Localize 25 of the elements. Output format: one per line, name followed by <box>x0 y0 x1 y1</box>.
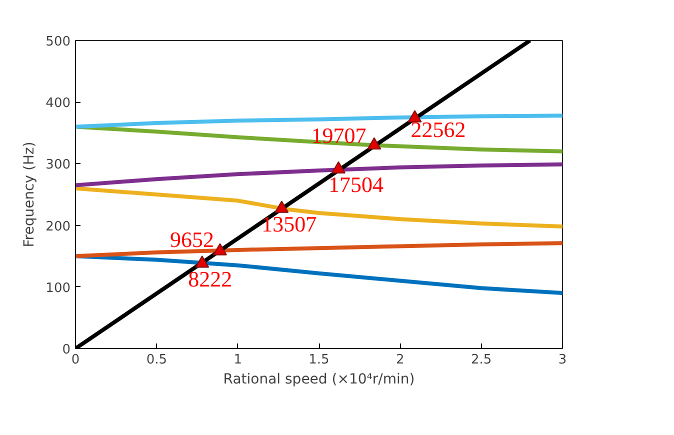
x-tick-label: 1.5 <box>308 352 330 368</box>
point <box>367 137 382 150</box>
annotation: 9652 <box>170 227 214 252</box>
point <box>408 110 422 122</box>
annotation: 13507 <box>262 212 317 237</box>
annotation: 8222 <box>188 266 232 292</box>
point <box>195 255 210 268</box>
y-tick-label: 400 <box>46 96 71 112</box>
annotation: 17504 <box>328 172 384 198</box>
x-tick-label: 2.5 <box>470 352 492 368</box>
point <box>274 200 289 213</box>
y-tick-label: 500 <box>46 34 71 50</box>
x-tick-label: 1 <box>234 352 242 368</box>
point <box>212 243 227 256</box>
x-tick-label: 0.5 <box>146 352 168 368</box>
y-axis-title: Frequency (Hz) <box>22 142 38 248</box>
x-tick-label: 3 <box>558 352 567 368</box>
y-tick-label: 100 <box>46 280 71 296</box>
x-axis-title: Rational speed (×10⁴r/min) <box>223 372 415 388</box>
y-tick-label: 200 <box>46 219 71 234</box>
point <box>331 161 346 174</box>
x-tick-label: 2 <box>396 352 404 368</box>
y-tick-label: 300 <box>46 158 71 173</box>
annotation: 22562 <box>410 117 466 142</box>
y-tick-label: 0 <box>62 342 71 358</box>
